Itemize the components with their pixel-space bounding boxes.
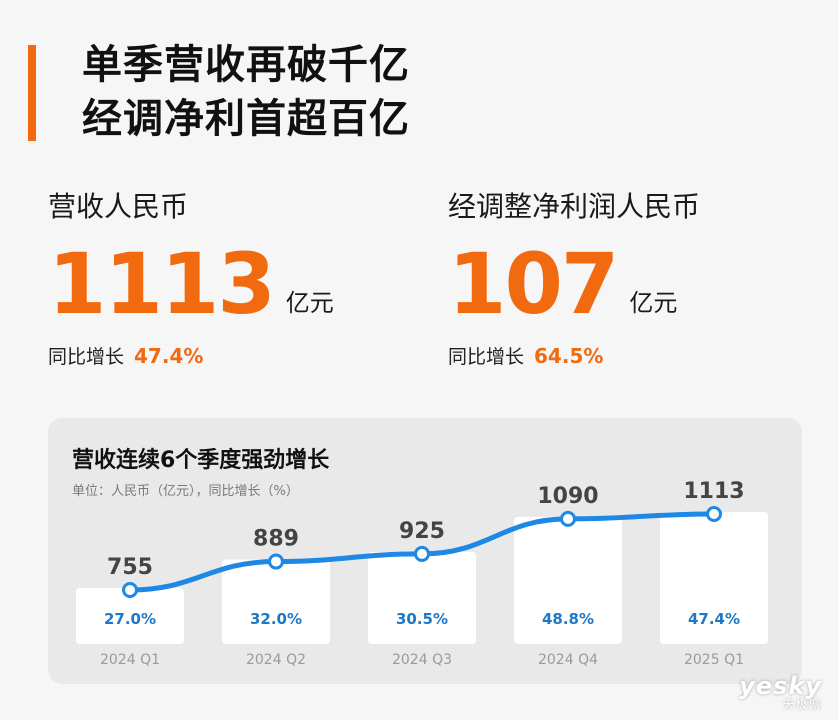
bar-2 bbox=[222, 559, 330, 644]
headline-line-1: 单季营收再破千亿 bbox=[82, 42, 410, 88]
bar-4 bbox=[514, 516, 622, 644]
profit-metric: 经调整净利润人民币 107 亿元 同比增长 64.5% bbox=[448, 190, 700, 369]
revenue-yoy-value: 47.4% bbox=[134, 344, 204, 368]
x-tick-label-4: 2024 Q4 bbox=[538, 652, 598, 668]
chart-subtitle: 单位：人民币（亿元），同比增长（%） bbox=[72, 484, 299, 499]
value-label-1: 755 bbox=[107, 555, 153, 580]
revenue-label: 营收人民币 bbox=[48, 190, 189, 223]
profit-yoy-value: 64.5% bbox=[534, 344, 604, 368]
bar-1 bbox=[76, 588, 184, 644]
chart-title: 营收连续6个季度强劲增长 bbox=[72, 448, 330, 473]
headline-line-2: 经调净利首超百亿 bbox=[82, 96, 410, 142]
bar-5 bbox=[660, 512, 768, 644]
growth-label-2: 32.0% bbox=[250, 610, 302, 628]
revenue-metric: 营收人民币 1113 亿元 同比增长 47.4% bbox=[48, 190, 334, 369]
value-label-2: 889 bbox=[253, 527, 299, 552]
value-label-3: 925 bbox=[399, 519, 445, 544]
value-label-5: 1113 bbox=[683, 479, 744, 504]
headline-accent-bar bbox=[28, 45, 36, 141]
growth-label-1: 27.0% bbox=[104, 610, 156, 628]
yesky-watermark: yesky 天极网 bbox=[739, 674, 822, 710]
revenue-unit: 亿元 bbox=[285, 289, 334, 317]
x-tick-label-3: 2024 Q3 bbox=[392, 652, 452, 668]
point-1 bbox=[122, 582, 138, 598]
point-2 bbox=[268, 553, 284, 570]
x-tick-label-2: 2024 Q2 bbox=[246, 652, 306, 668]
profit-unit: 亿元 bbox=[629, 289, 678, 317]
profit-yoy-label: 同比增长 bbox=[448, 346, 525, 368]
x-tick-label-5: 2025 Q1 bbox=[684, 652, 744, 668]
profit-value: 107 bbox=[448, 235, 619, 333]
revenue-yoy-label: 同比增长 bbox=[48, 346, 125, 368]
growth-label-4: 48.8% bbox=[542, 610, 594, 628]
watermark-subbrand: 天极网 bbox=[783, 698, 822, 711]
point-3 bbox=[414, 545, 430, 562]
growth-label-5: 47.4% bbox=[688, 610, 740, 628]
bar-3 bbox=[368, 551, 476, 644]
revenue-chart-card: 营收连续6个季度强劲增长 单位：人民币（亿元），同比增长（%） 755 27.0%… bbox=[48, 418, 802, 684]
watermark-brand: yesky bbox=[739, 672, 822, 700]
point-4 bbox=[560, 510, 576, 527]
value-label-4: 1090 bbox=[537, 484, 598, 509]
revenue-value: 1113 bbox=[48, 235, 276, 333]
point-5 bbox=[706, 506, 722, 522]
revenue-chart: 755 27.0% 2024 Q1 889 32.0% 2024 Q2 925 30.5% 20… bbox=[76, 479, 768, 668]
profit-label: 经调整净利润人民币 bbox=[448, 190, 701, 223]
headline: 单季营收再破千亿 经调净利首超百亿 bbox=[82, 38, 410, 146]
x-tick-label-1: 2024 Q1 bbox=[100, 652, 160, 668]
growth-label-3: 30.5% bbox=[396, 610, 448, 628]
